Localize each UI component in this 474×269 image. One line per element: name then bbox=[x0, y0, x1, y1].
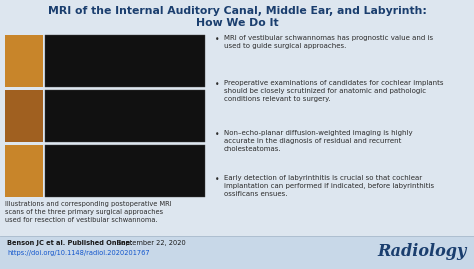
Text: https://doi.org/10.1148/radiol.2020201767: https://doi.org/10.1148/radiol.202020176… bbox=[7, 250, 150, 256]
Text: MRI of the Internal Auditory Canal, Middle Ear, and Labyrinth:: MRI of the Internal Auditory Canal, Midd… bbox=[47, 6, 427, 16]
FancyBboxPatch shape bbox=[5, 90, 43, 141]
Text: •: • bbox=[215, 175, 219, 184]
Text: Preoperative examinations of candidates for cochlear implants
should be closely : Preoperative examinations of candidates … bbox=[224, 80, 444, 102]
Text: Benson JC et al. Published Online:: Benson JC et al. Published Online: bbox=[7, 240, 133, 246]
Text: Radiology: Radiology bbox=[378, 243, 467, 260]
Text: How We Do It: How We Do It bbox=[196, 18, 278, 28]
Text: •: • bbox=[215, 35, 219, 44]
FancyBboxPatch shape bbox=[0, 236, 474, 269]
Text: •: • bbox=[215, 130, 219, 139]
Text: MRI of vestibular schwannomas has prognostic value and is
used to guide surgical: MRI of vestibular schwannomas has progno… bbox=[224, 35, 433, 49]
FancyBboxPatch shape bbox=[5, 34, 43, 87]
FancyBboxPatch shape bbox=[45, 34, 205, 87]
Text: Illustrations and corresponding postoperative MRI
scans of the three primary sur: Illustrations and corresponding postoper… bbox=[5, 201, 172, 223]
Text: •: • bbox=[215, 80, 219, 89]
FancyBboxPatch shape bbox=[45, 90, 205, 141]
Text: September 22, 2020: September 22, 2020 bbox=[115, 240, 186, 246]
Text: Non–echo-planar diffusion-weighted imaging is highly
accurate in the diagnosis o: Non–echo-planar diffusion-weighted imagi… bbox=[224, 130, 413, 152]
FancyBboxPatch shape bbox=[5, 144, 43, 196]
Text: Early detection of labyrinthitis is crucial so that cochlear
implantation can pe: Early detection of labyrinthitis is cruc… bbox=[224, 175, 434, 197]
FancyBboxPatch shape bbox=[45, 144, 205, 196]
